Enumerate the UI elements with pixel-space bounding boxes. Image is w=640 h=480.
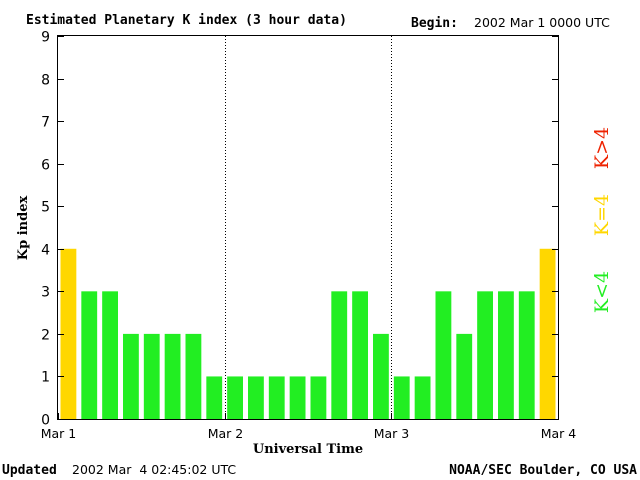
kp-bar — [81, 291, 98, 419]
y-tick-label: 3 — [41, 285, 50, 301]
kp-bar — [206, 376, 223, 419]
kp-bar — [227, 376, 243, 419]
y-tick-label: 4 — [41, 243, 50, 259]
y-axis-label: Kp index — [16, 196, 31, 261]
begin-value: 2002 Mar 1 0000 UTC — [474, 15, 610, 30]
kp-bar — [518, 291, 535, 419]
begin-label: Begin: — [411, 16, 458, 31]
x-axis-label: Universal Time — [253, 442, 363, 457]
y-tick-label: 0 — [41, 413, 50, 429]
kp-bar — [393, 376, 410, 419]
kp-bar — [185, 333, 202, 419]
x-tick-label: Mar 2 — [208, 426, 244, 441]
plot-area — [57, 35, 559, 420]
kp-bar — [435, 291, 452, 419]
kp-bar — [248, 376, 264, 419]
source-credit: NOAA/SEC Boulder, CO USA — [449, 463, 637, 478]
chart-title: Estimated Planetary K index (3 hour data… — [26, 13, 347, 28]
kp-bar — [164, 333, 181, 419]
bars-group — [60, 248, 556, 419]
y-tick-label: 8 — [41, 73, 50, 89]
kp-bar — [373, 333, 389, 419]
kp-bar — [414, 376, 431, 419]
x-tick-label: Mar 3 — [374, 426, 410, 441]
y-tick-label: 6 — [41, 158, 50, 174]
kp-bar — [352, 291, 368, 419]
kp-bar — [331, 291, 348, 419]
legend-red: K>4 — [591, 127, 613, 169]
x-tick-label: Mar 1 — [41, 426, 77, 441]
kp-bar — [60, 248, 77, 419]
updated-label: Updated — [2, 463, 57, 478]
legend-yellow: K=4 — [591, 194, 613, 236]
kp-bar — [456, 333, 473, 419]
y-tick-label: 5 — [41, 200, 50, 216]
y-tick-label: 1 — [41, 370, 50, 386]
kp-bar — [143, 333, 160, 419]
updated-value: 2002 Mar 4 02:45:02 UTC — [72, 462, 236, 477]
y-tick-label: 2 — [41, 328, 50, 344]
kp-bar — [268, 376, 285, 419]
kp-bar — [477, 291, 493, 419]
day-separators — [225, 36, 392, 419]
y-axis: 0 1 2 3 4 5 6 7 8 9 — [41, 30, 558, 429]
kp-bar — [102, 291, 118, 419]
y-tick-label: 7 — [41, 115, 50, 131]
kp-bar — [539, 248, 556, 419]
kp-bar — [498, 291, 514, 419]
x-axis: Mar 1 Mar 2 Mar 3 Mar 4 — [41, 413, 577, 441]
y-tick-label: 9 — [41, 30, 50, 46]
kp-bar — [310, 376, 327, 419]
kp-bar — [289, 376, 306, 419]
x-tick-label: Mar 4 — [541, 426, 577, 441]
legend-green: K<4 — [591, 271, 613, 313]
kp-bar — [123, 333, 139, 419]
